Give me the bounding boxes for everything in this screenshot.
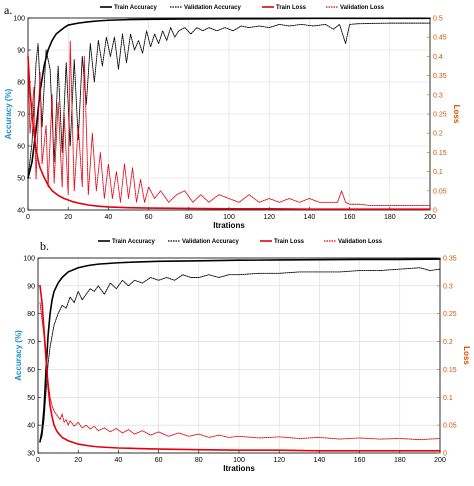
y-right-tick-label: 0.15 [443, 367, 457, 374]
y-left-tick-label: 50 [17, 176, 25, 183]
y-left-axis-title: Accuracy (%) [4, 88, 13, 139]
panel-label: b. [40, 239, 49, 253]
y-left-tick-label: 60 [27, 367, 35, 374]
y-right-tick-label: 0.25 [433, 112, 447, 119]
y-right-tick-label: 0.2 [443, 339, 453, 346]
legend-label: Validation Loss [340, 5, 385, 11]
validation-accuracy-line [39, 267, 441, 443]
train-loss-line [39, 285, 441, 452]
panel-label: a. [4, 3, 12, 17]
x-tick-label: 140 [314, 457, 326, 464]
y-left-tick-label: 80 [17, 80, 25, 87]
x-axis-title: Itrations [213, 221, 245, 230]
legend-label: Validation Loss [338, 239, 383, 245]
y-right-tick-label: 0.3 [433, 92, 443, 99]
y-left-tick-label: 60 [17, 144, 25, 151]
x-tick-label: 200 [434, 457, 446, 464]
legend-label: Train Loss [274, 239, 305, 245]
x-tick-label: 120 [273, 457, 285, 464]
x-axis-title: Itrations [223, 464, 255, 473]
y-left-axis-title: Accuracy (%) [14, 330, 23, 381]
y-left-tick-label: 40 [27, 423, 35, 430]
chart-panel-1: a. 0 20 40 60 80 100 120 140 160 180 200 40 50 60 70 80 9… [4, 3, 461, 230]
x-tick-label: 200 [424, 214, 436, 221]
x-tick-label: 60 [145, 214, 153, 221]
legend-label: Train Accuracy [114, 5, 157, 11]
grid [37, 257, 441, 454]
x-tick-label: 20 [74, 457, 82, 464]
y-right-tick-label: 0.3 [443, 283, 453, 290]
x-tick-label: 120 [263, 214, 275, 221]
x-tick-label: 80 [195, 457, 203, 464]
y-right-tick-label: 0.4 [433, 54, 443, 61]
legend-label: Validation Accuracy [182, 239, 239, 245]
train-accuracy-line [27, 17, 431, 179]
x-tick-label: 0 [36, 457, 40, 464]
legend: Train Accuracy Validation Accuracy Train L… [98, 239, 383, 245]
y-right-tick-label: 0.1 [443, 395, 453, 402]
legend: Train Accuracy Validation Accuracy Train L… [100, 5, 385, 11]
y-left-tick-label: 80 [27, 311, 35, 318]
x-tick-label: 180 [384, 214, 396, 221]
y-right-tick-label: 0.35 [443, 256, 457, 263]
y-left-tick-label: 40 [17, 208, 25, 215]
train-loss-line [27, 55, 431, 211]
x-tick-label: 60 [155, 457, 163, 464]
legend-label: Train Loss [276, 5, 307, 11]
y-right-tick-label: 0.45 [433, 35, 447, 42]
x-tick-label: 100 [223, 214, 235, 221]
y-left-tick-label: 50 [27, 395, 35, 402]
y-left-tick-label: 90 [17, 48, 25, 55]
y-right-tick-label: 0.05 [443, 423, 457, 430]
x-tick-label: 80 [185, 214, 193, 221]
legend-label: Train Accuracy [112, 239, 155, 245]
y-right-tick-label: 0 [443, 451, 447, 458]
x-tick-label: 40 [105, 214, 113, 221]
chart-panel-2: b. 0 20 40 60 80 100 120 140 160 180 200 30 40 50 60 70 8… [14, 239, 471, 473]
y-right-tick-label: 0.5 [433, 16, 443, 23]
legend-label: Validation Accuracy [184, 5, 241, 11]
series-group [27, 17, 431, 211]
validation-loss-line [27, 40, 431, 206]
y-right-tick-label: 0.15 [433, 150, 447, 157]
y-right-tick-label: 0.2 [433, 131, 443, 138]
y-left-tick-label: 90 [27, 283, 35, 290]
x-tick-label: 40 [115, 457, 123, 464]
y-left-tick-label: 100 [13, 16, 25, 23]
y-right-tick-label: 0 [433, 208, 437, 215]
x-tick-label: 160 [344, 214, 356, 221]
y-left-tick-label: 100 [23, 256, 35, 263]
x-tick-label: 140 [304, 214, 316, 221]
y-right-tick-label: 0.1 [433, 169, 443, 176]
y-right-axis-title: Loss [452, 105, 461, 124]
y-left-tick-label: 70 [17, 112, 25, 119]
y-left-tick-label: 70 [27, 339, 35, 346]
y-left-tick-label: 30 [27, 451, 35, 458]
x-tick-label: 0 [26, 214, 30, 221]
series-group [39, 258, 441, 452]
y-right-tick-label: 0.35 [433, 73, 447, 80]
x-tick-label: 160 [354, 457, 366, 464]
x-tick-label: 180 [394, 457, 406, 464]
x-tick-label: 20 [64, 214, 72, 221]
y-right-axis-title: Loss [462, 346, 471, 365]
train-accuracy-line [39, 258, 441, 443]
y-right-tick-label: 0.05 [433, 188, 447, 195]
validation-loss-line [39, 302, 441, 441]
y-right-tick-label: 0.25 [443, 311, 457, 318]
x-tick-label: 100 [233, 457, 245, 464]
